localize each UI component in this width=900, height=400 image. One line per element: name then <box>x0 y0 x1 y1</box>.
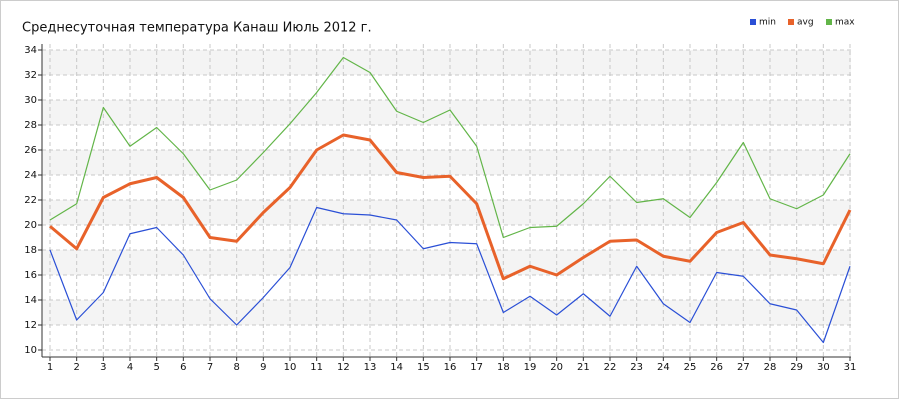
x-tick-label: 3 <box>100 362 106 373</box>
legend-label: min <box>759 18 776 28</box>
grid-band <box>42 250 851 275</box>
legend-swatch <box>788 19 794 25</box>
x-tick-label: 30 <box>817 362 830 373</box>
x-tick-label: 23 <box>630 362 643 373</box>
x-tick-label: 26 <box>710 362 723 373</box>
x-tick-label: 7 <box>207 362 213 373</box>
y-tick-label: 22 <box>24 195 37 206</box>
x-tick-label: 17 <box>470 362 483 373</box>
x-tick-label: 15 <box>417 362 430 373</box>
legend-swatch <box>750 19 756 25</box>
legend-label: avg <box>797 18 814 28</box>
y-tick-label: 34 <box>24 45 37 56</box>
grid-band <box>42 300 851 325</box>
line-series <box>49 133 852 281</box>
x-tick-label: 19 <box>524 362 537 373</box>
x-tick-label: 8 <box>233 362 239 373</box>
y-tick-label: 14 <box>24 295 37 306</box>
grid-band <box>42 100 851 125</box>
x-tick-label: 13 <box>364 362 377 373</box>
y-tick-label: 18 <box>24 245 37 256</box>
x-tick-label: 6 <box>180 362 186 373</box>
y-tick-label: 16 <box>24 270 37 281</box>
x-tick-label: 24 <box>657 362 670 373</box>
y-tick-label: 26 <box>24 145 37 156</box>
x-tick-label: 14 <box>390 362 403 373</box>
y-tick-label: 24 <box>24 170 37 181</box>
y-tick-label: 28 <box>24 120 37 131</box>
line-series <box>49 206 851 344</box>
x-tick-label: 22 <box>604 362 617 373</box>
x-tick-label: 18 <box>497 362 510 373</box>
y-tick-label: 30 <box>24 95 37 106</box>
x-tick-label: 1 <box>47 362 53 373</box>
x-tick-label: 2 <box>73 362 79 373</box>
x-tick-label: 10 <box>284 362 297 373</box>
x-tick-label: 25 <box>684 362 697 373</box>
y-tick-label: 10 <box>24 345 37 356</box>
legend-label: max <box>835 18 855 28</box>
x-tick-label: 4 <box>127 362 133 373</box>
y-tick-label: 20 <box>24 220 37 231</box>
x-tick-label: 28 <box>764 362 777 373</box>
x-tick-label: 5 <box>153 362 159 373</box>
y-tick-label: 32 <box>24 70 37 81</box>
line-series <box>49 56 851 239</box>
grid-band <box>42 50 851 75</box>
chart-title: Среднесуточная температура Канаш Июль 20… <box>22 21 372 36</box>
x-tick-label: 21 <box>577 362 590 373</box>
x-tick-label: 29 <box>790 362 803 373</box>
x-tick-label: 31 <box>844 362 857 373</box>
x-tick-label: 16 <box>444 362 457 373</box>
x-tick-label: 9 <box>260 362 266 373</box>
y-tick-label: 12 <box>24 320 37 331</box>
x-tick-label: 27 <box>737 362 750 373</box>
grid-band <box>42 200 851 225</box>
x-tick-label: 12 <box>337 362 350 373</box>
x-tick-label: 20 <box>550 362 563 373</box>
x-tick-label: 11 <box>310 362 323 373</box>
legend-swatch <box>826 19 832 25</box>
